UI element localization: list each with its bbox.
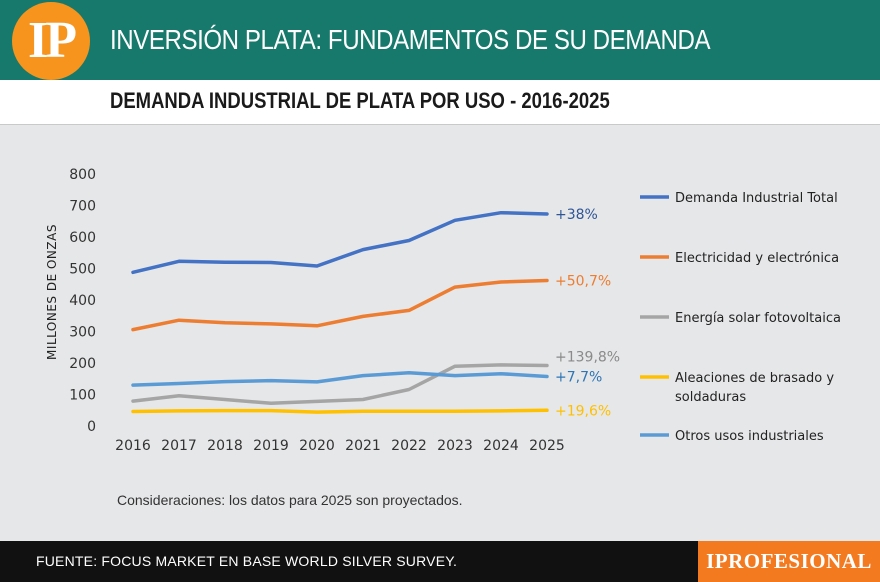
series-end-label: +38% <box>555 207 598 223</box>
source-text: FUENTE: FOCUS MARKET EN BASE WORLD SILVE… <box>36 553 458 569</box>
x-tick-label: 2016 <box>115 438 151 454</box>
series-line-4 <box>131 408 549 414</box>
x-tick-label: 2022 <box>391 438 427 454</box>
brand-label: IPROFESIONAL <box>698 541 880 582</box>
considerations-note: Consideraciones: los datos para 2025 son… <box>117 492 463 508</box>
x-tick-label: 2023 <box>437 438 473 454</box>
legend-label: Otros usos industriales <box>675 429 824 444</box>
series-end-label: +19,6% <box>555 403 611 419</box>
legend-label: Energía solar fotovoltaica <box>675 311 841 326</box>
x-tick-label: 2019 <box>253 438 289 454</box>
x-tick-label: 2021 <box>345 438 381 454</box>
y-tick-label: 300 <box>69 325 96 341</box>
iprofesional-logo: IP <box>12 2 90 80</box>
silver-demand-line-chart: 0 100 200 300 400 500 600 700 800 MILLONES DE ONZ… <box>45 167 841 454</box>
header-bar: IP INVERSIÓN PLATA: FUNDAMENTOS DE SU DE… <box>0 0 880 80</box>
series-line-3 <box>131 363 549 406</box>
series-line-5 <box>131 371 549 387</box>
legend-label: Electricidad y electrónica <box>675 251 839 266</box>
y-tick-label: 200 <box>69 356 96 372</box>
series-line-2 <box>131 278 549 332</box>
legend-label: Aleaciones de brasado y soldaduras <box>675 371 834 405</box>
subtitle-bar: DEMANDA INDUSTRIAL DE PLATA POR USO - 20… <box>0 80 880 125</box>
series-end-label: +7,7% <box>555 370 602 386</box>
y-tick-label: 400 <box>69 293 96 309</box>
page-title: INVERSIÓN PLATA: FUNDAMENTOS DE SU DEMAN… <box>110 24 711 55</box>
legend-label: Demanda Industrial Total <box>675 191 838 206</box>
series-line-1 <box>131 210 549 275</box>
y-tick-label: 100 <box>69 388 96 404</box>
y-tick-label: 600 <box>69 230 96 246</box>
x-tick-label: 2017 <box>161 438 197 454</box>
y-tick-label: 700 <box>69 199 96 215</box>
y-tick-label: 0 <box>87 419 96 435</box>
y-tick-label: 500 <box>69 262 96 278</box>
footer-bar: FUENTE: FOCUS MARKET EN BASE WORLD SILVE… <box>0 541 880 582</box>
y-tick-label: 800 <box>69 167 96 183</box>
x-tick-label: 2020 <box>299 438 335 454</box>
x-tick-label: 2024 <box>483 438 519 454</box>
chart-title: DEMANDA INDUSTRIAL DE PLATA POR USO - 20… <box>110 88 610 113</box>
x-tick-label: 2025 <box>529 438 565 454</box>
x-tick-label: 2018 <box>207 438 243 454</box>
series-end-label: +139,8% <box>555 350 620 366</box>
y-axis-label: MILLONES DE ONZAS <box>45 224 59 360</box>
series-end-label: +50,7% <box>555 273 611 289</box>
